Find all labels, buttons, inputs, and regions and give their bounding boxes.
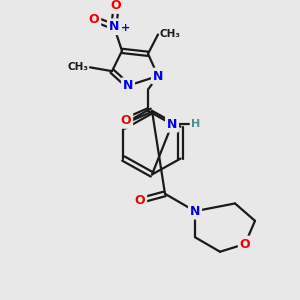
Text: N: N xyxy=(153,70,163,83)
Text: O: O xyxy=(121,114,131,127)
Text: CH₃: CH₃ xyxy=(67,62,88,72)
Text: N: N xyxy=(123,79,133,92)
Text: O: O xyxy=(135,194,145,207)
Text: N: N xyxy=(167,118,177,131)
Text: O: O xyxy=(111,0,121,12)
Text: N: N xyxy=(190,205,200,218)
Text: O: O xyxy=(89,13,99,26)
Text: +: + xyxy=(121,22,130,33)
Text: N: N xyxy=(109,20,119,33)
Text: CH₃: CH₃ xyxy=(160,29,181,40)
Text: H: H xyxy=(191,119,201,129)
Text: O: O xyxy=(240,238,250,250)
